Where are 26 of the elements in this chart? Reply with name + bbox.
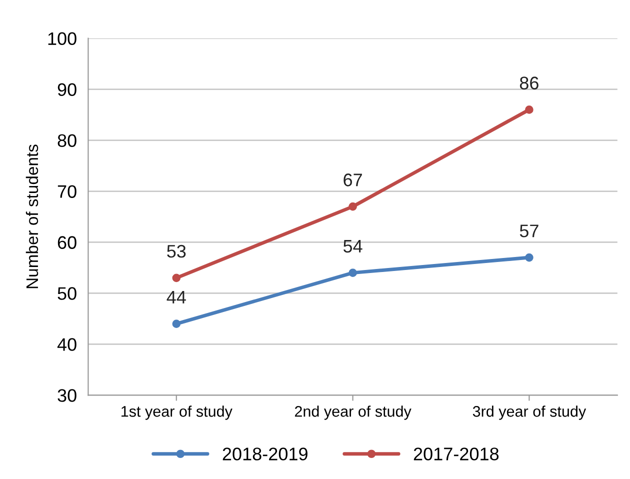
point	[348, 202, 357, 211]
x-tick-label: 2nd year of study	[294, 406, 412, 420]
point	[172, 320, 181, 328]
x-tick-label: 3rd year of study	[472, 406, 586, 420]
point	[525, 106, 534, 114]
y-tick-label: 70	[58, 185, 76, 198]
x-tick-label: 1st year of study	[122, 406, 232, 420]
y-tick-label: 50	[58, 287, 76, 300]
data-label: 67	[344, 174, 362, 186]
data-label: 53	[167, 244, 186, 258]
legend-label: 2017-2018	[414, 448, 499, 460]
y-tick-label: 40	[57, 338, 76, 351]
data-label: 54	[343, 240, 362, 253]
data-label: 44	[166, 290, 186, 304]
y-tick-label: 80	[58, 134, 76, 147]
point	[348, 268, 357, 277]
y-tick-label: 30	[58, 389, 76, 402]
y-axis-title: Number of students	[26, 144, 38, 288]
y-tick-label: 90	[58, 83, 76, 96]
point	[172, 274, 181, 282]
y-tick-label: 60	[58, 236, 76, 249]
point	[525, 253, 534, 262]
data-label: 86	[520, 76, 538, 90]
y-tick-label: 100	[48, 32, 76, 46]
data-label: 57	[520, 224, 538, 238]
legend-label: 2018-2019	[222, 448, 308, 460]
